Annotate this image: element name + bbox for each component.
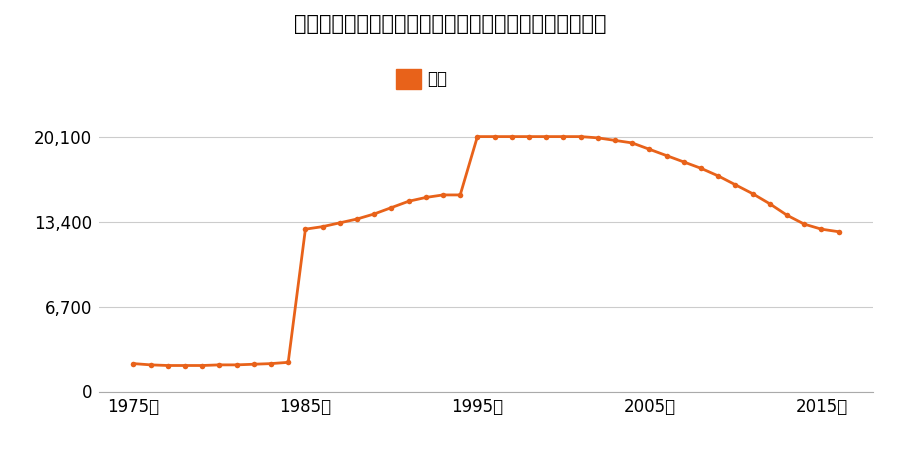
Text: 価格: 価格: [428, 70, 447, 88]
Text: 長崎県松浦市御厨町免里字志自岐５３０番２の地価推移: 長崎県松浦市御厨町免里字志自岐５３０番２の地価推移: [293, 14, 607, 33]
